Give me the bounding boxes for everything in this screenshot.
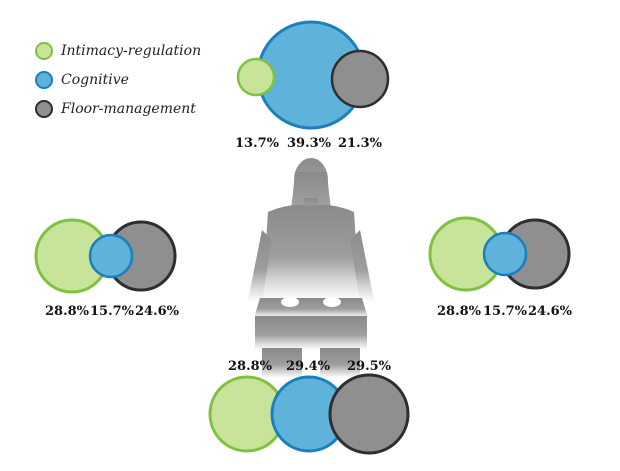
label-left-floor-management: 24.6% (135, 304, 180, 319)
legend-swatch-floor-management (35, 99, 53, 118)
label-left-cognitive: 15.7% (90, 304, 135, 319)
floor-management-circle-bottom (328, 373, 410, 455)
circle-group-bottom: 28.8% 29.4% 29.5% (208, 359, 410, 455)
legend-item-floor-management: Floor-management (35, 94, 201, 123)
label-left-intimacy-regulation: 28.8% (45, 304, 90, 319)
legend-label-cognitive: Cognitive (61, 71, 129, 88)
legend-swatch-intimacy-regulation (35, 41, 53, 60)
seated-person-silhouette-icon (248, 158, 374, 378)
label-bottom-cognitive: 29.4% (286, 359, 331, 374)
circle-group-right: 28.8% 15.7% 24.6% (428, 216, 573, 319)
cognitive-circle-left (88, 233, 134, 279)
label-top-floor-management: 21.3% (338, 136, 383, 151)
label-bottom-floor-management: 29.5% (347, 359, 392, 374)
legend-item-intimacy-regulation: Intimacy-regulation (35, 36, 201, 65)
legend-label-intimacy-regulation: Intimacy-regulation (61, 42, 202, 59)
legend-swatch-cognitive (35, 70, 53, 89)
legend: Intimacy-regulation Cognitive Floor-mana… (35, 36, 201, 123)
legend-label-floor-management: Floor-management (61, 100, 196, 117)
silhouette-hands (281, 297, 341, 307)
label-right-intimacy-regulation: 28.8% (437, 304, 482, 319)
floor-management-circle-top (330, 49, 390, 109)
label-top-intimacy-regulation: 13.7% (235, 136, 280, 151)
intimacy-regulation-circle-top (236, 57, 276, 97)
label-top-cognitive: 39.3% (287, 136, 332, 151)
cognitive-circle-right (482, 231, 528, 277)
label-right-cognitive: 15.7% (483, 304, 528, 319)
label-right-floor-management: 24.6% (528, 304, 573, 319)
label-bottom-intimacy-regulation: 28.8% (228, 359, 273, 374)
circle-group-top: 13.7% 39.3% 21.3% (235, 20, 390, 151)
circle-group-left: 28.8% 15.7% 24.6% (34, 218, 180, 319)
legend-item-cognitive: Cognitive (35, 65, 201, 94)
